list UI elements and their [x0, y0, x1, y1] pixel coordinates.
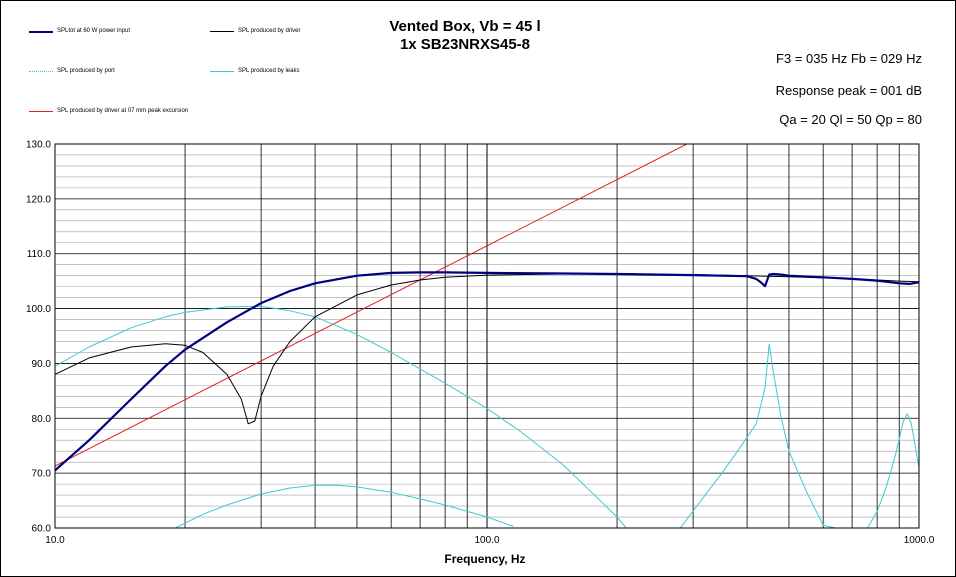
legend-label-spltot: SPLtot at 60 W power input	[57, 28, 131, 34]
x-tick-label: 10.0	[45, 535, 65, 546]
series-leaks	[175, 484, 514, 528]
series-spltot	[55, 271, 919, 472]
legend-swatch-excursion	[29, 111, 53, 112]
x-tick-label: 1000.0	[904, 535, 935, 546]
chart-title-line2: 1x SB23NRXS45-8	[399, 36, 531, 53]
y-tick-label: 70.0	[32, 469, 52, 480]
legend-label-leaks: SPL produced by leaks	[238, 68, 300, 74]
y-tick-label: 110.0	[27, 249, 52, 260]
legend-swatch-spltot	[29, 31, 53, 33]
plot-border	[54, 143, 920, 529]
legend-swatch-driver	[210, 31, 234, 32]
series-excursion	[55, 144, 688, 467]
response-peak-readout: Response peak = 001 dB	[775, 83, 922, 98]
legend-label-port: SPL produced by port	[57, 68, 115, 74]
q-values-readout: Qa = 20 Ql = 50 Qp = 80	[779, 112, 922, 127]
y-tick-label: 120.0	[26, 194, 51, 205]
x-tick-label: 100.0	[474, 535, 499, 546]
y-tick-label: 80.0	[32, 414, 52, 425]
legend-swatch-port	[29, 71, 53, 72]
chart-title-line1: Vented Box, Vb = 45 l	[389, 18, 541, 35]
y-tick-label: 130.0	[26, 140, 51, 151]
legend-label-excursion: SPL produced by driver at 07 mm peak exc…	[57, 108, 189, 114]
y-tick-label: 100.0	[26, 304, 51, 315]
y-tick-label: 90.0	[32, 359, 52, 370]
legend-swatch-leaks	[210, 71, 234, 72]
x-axis-label: Frequency, Hz	[444, 552, 526, 566]
f3-fb-readout: F3 = 035 Hz Fb = 029 Hz	[776, 51, 922, 66]
legend-label-driver: SPL produced by driver	[238, 28, 301, 34]
y-tick-label: 60.0	[32, 524, 52, 535]
series-port	[55, 305, 919, 528]
